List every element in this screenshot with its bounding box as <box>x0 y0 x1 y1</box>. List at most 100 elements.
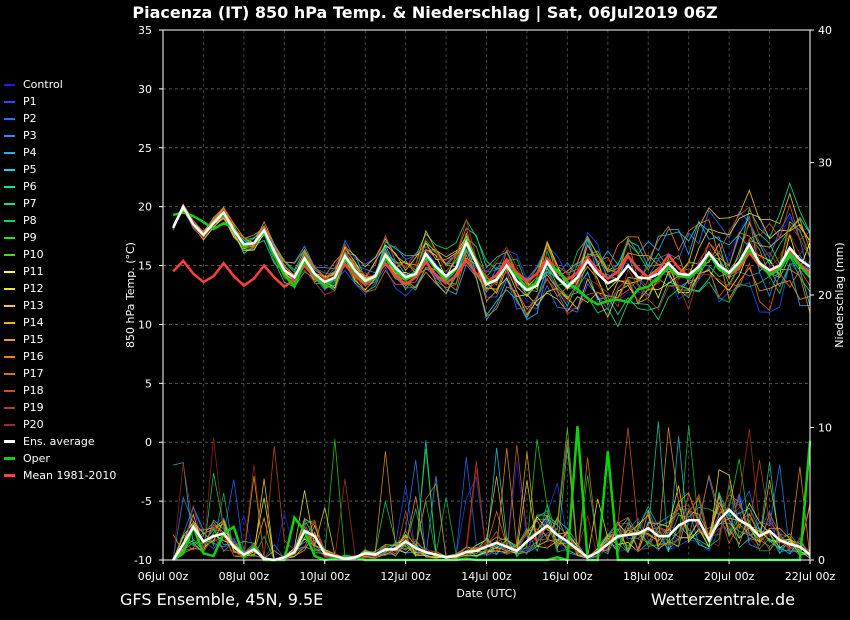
legend-label: P16 <box>23 350 44 363</box>
legend-item: Mean 1981-2010 <box>4 467 139 484</box>
legend-label: Control <box>23 78 63 91</box>
legend-label: P12 <box>23 282 44 295</box>
legend-swatch <box>4 304 15 307</box>
legend-swatch <box>4 440 15 443</box>
legend-swatch <box>4 202 15 205</box>
x-axis-label: Date (UTC) <box>456 587 516 600</box>
site-credit: Wetterzentrale.de <box>650 590 795 609</box>
legend-label: P3 <box>23 129 37 142</box>
legend-item: P11 <box>4 263 139 280</box>
member-temp-line <box>172 207 811 318</box>
legend-label: P19 <box>23 401 44 414</box>
legend-item: P2 <box>4 110 139 127</box>
legend-item: P14 <box>4 314 139 331</box>
y2-tick-label: 40 <box>818 24 832 37</box>
x-tick-label: 06Jul 00z <box>138 570 189 583</box>
y2-tick-label: 10 <box>818 422 832 435</box>
legend-label: P5 <box>23 163 37 176</box>
y-tick-label: 0 <box>145 436 152 449</box>
legend-label: P10 <box>23 248 44 261</box>
legend-swatch <box>4 219 15 222</box>
legend-label: P18 <box>23 384 44 397</box>
legend-item: Control <box>4 76 139 93</box>
x-tick-label: 10Jul 00z <box>299 570 350 583</box>
legend-label: P11 <box>23 265 44 278</box>
legend-swatch <box>4 474 15 477</box>
y-tick-label: 10 <box>138 318 152 331</box>
legend-label: P13 <box>23 299 44 312</box>
model-info: GFS Ensemble, 45N, 9.5E <box>120 590 324 609</box>
legend-swatch <box>4 287 15 290</box>
y2-axis-label: Niederschlag (mm) <box>833 242 846 347</box>
y2-tick-label: 20 <box>818 289 832 302</box>
y-tick-label: -10 <box>134 554 152 567</box>
member-precip-line <box>172 451 811 560</box>
x-tick-label: 18Jul 00z <box>623 570 674 583</box>
legend-swatch <box>4 457 15 460</box>
legend-swatch <box>4 185 15 188</box>
legend-swatch <box>4 100 15 103</box>
x-tick-label: 22Jul 00z <box>785 570 836 583</box>
legend-item: P10 <box>4 246 139 263</box>
legend-swatch <box>4 372 15 375</box>
temp-series-line <box>171 203 811 292</box>
x-tick-label: 16Jul 00z <box>542 570 593 583</box>
y-axis-label: 850 hPa Temp. (°C) <box>124 242 137 348</box>
legend-label: P8 <box>23 214 37 227</box>
member-temp-line <box>172 206 811 306</box>
legend-label: Mean 1981-2010 <box>23 469 117 482</box>
x-tick-label: 20Jul 00z <box>704 570 755 583</box>
precip-series-line <box>172 507 811 562</box>
legend-swatch <box>4 253 15 256</box>
legend-label: P17 <box>23 367 44 380</box>
chart-title: Piacenza (IT) 850 hPa Temp. & Niederschl… <box>132 3 718 22</box>
legend-label: P6 <box>23 180 37 193</box>
y-tick-label: -5 <box>141 495 152 508</box>
legend-label: Oper <box>23 452 50 465</box>
legend-item: P18 <box>4 382 139 399</box>
legend-item: Ens. average <box>4 433 139 450</box>
y-tick-label: 20 <box>138 201 152 214</box>
legend-label: Ens. average <box>23 435 95 448</box>
chart-legend: Control P1 P2 P3 P4 P5 P6 P7 P8 P9 P10 P11 P12 P13 P14… <box>4 76 139 484</box>
legend-label: P9 <box>23 231 37 244</box>
member-temp-line <box>172 203 811 311</box>
legend-swatch <box>4 389 15 392</box>
legend-item: P15 <box>4 331 139 348</box>
legend-item: P5 <box>4 161 139 178</box>
y2-tick-label: 0 <box>818 554 825 567</box>
y2-tick-label: 30 <box>818 157 832 170</box>
legend-swatch <box>4 423 15 426</box>
chart-axes: -10 -5 0 5 10 15 20 25 30 35 0 10 20 30 40 06Jul 00z 08J… <box>124 24 846 600</box>
legend-label: P14 <box>23 316 44 329</box>
legend-swatch <box>4 406 15 409</box>
legend-swatch <box>4 355 15 358</box>
legend-swatch <box>4 117 15 120</box>
legend-label: P1 <box>23 95 37 108</box>
y-tick-label: 15 <box>138 260 152 273</box>
legend-label: P2 <box>23 112 37 125</box>
member-temp-line <box>172 181 811 328</box>
legend-swatch <box>4 134 15 137</box>
legend-item: Oper <box>4 450 139 467</box>
x-tick-label: 14Jul 00z <box>461 570 512 583</box>
legend-item: P6 <box>4 178 139 195</box>
y-tick-label: 5 <box>145 377 152 390</box>
legend-swatch <box>4 236 15 239</box>
legend-item: P7 <box>4 195 139 212</box>
legend-swatch <box>4 321 15 324</box>
legend-item: P1 <box>4 93 139 110</box>
legend-swatch <box>4 270 15 273</box>
legend-item: P16 <box>4 348 139 365</box>
legend-label: P4 <box>23 146 37 159</box>
x-tick-label: 08Jul 00z <box>219 570 270 583</box>
legend-swatch <box>4 151 15 154</box>
legend-label: P7 <box>23 197 37 210</box>
legend-item: P20 <box>4 416 139 433</box>
legend-label: P20 <box>23 418 44 431</box>
legend-item: P9 <box>4 229 139 246</box>
legend-item: P3 <box>4 127 139 144</box>
legend-item: P17 <box>4 365 139 382</box>
x-tick-label: 12Jul 00z <box>380 570 431 583</box>
